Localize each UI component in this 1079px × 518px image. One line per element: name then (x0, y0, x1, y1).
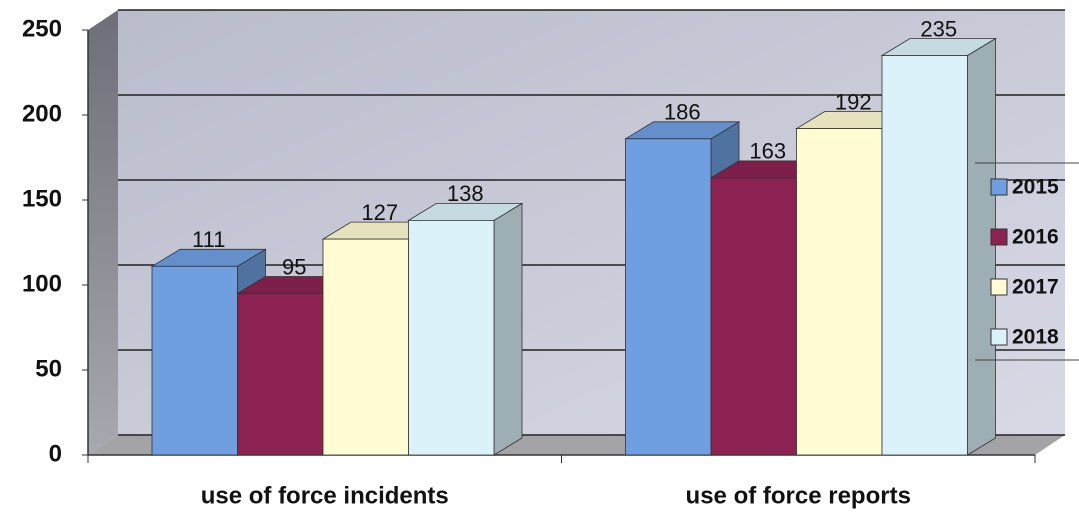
legend-swatch (990, 278, 1008, 296)
y-tick-label: 50 (35, 355, 62, 382)
value-label: 127 (361, 200, 398, 225)
value-label: 192 (835, 89, 872, 114)
value-label: 163 (749, 139, 786, 164)
bar-group (407, 202, 524, 456)
y-tick-label: 100 (22, 270, 62, 297)
legend-swatch (990, 328, 1008, 346)
y-tick-label: 200 (22, 100, 62, 127)
value-label: 111 (192, 227, 225, 252)
y-tick-label: 250 (22, 15, 62, 42)
legend-swatch (990, 178, 1008, 196)
legend-label: 2017 (1012, 276, 1059, 299)
bar-group (880, 37, 997, 456)
bar (322, 238, 409, 456)
legend-label: 2015 (1012, 176, 1059, 199)
value-label: 95 (282, 254, 306, 279)
value-label: 138 (447, 181, 484, 206)
legend-label: 2016 (1012, 226, 1059, 249)
bar (710, 177, 797, 456)
value-label: 235 (920, 16, 957, 41)
bar (237, 293, 324, 456)
bar (625, 138, 712, 456)
bar-side (967, 37, 996, 456)
legend-label: 2018 (1012, 326, 1059, 349)
side-wall (88, 10, 118, 455)
bar (881, 55, 968, 456)
y-tick-label: 0 (49, 440, 62, 467)
bar (151, 265, 238, 456)
x-tick-label: use of force reports (686, 482, 911, 509)
bar (408, 219, 495, 456)
value-label: 186 (664, 100, 701, 125)
y-tick-label: 150 (22, 185, 62, 212)
bar-side (493, 202, 523, 456)
legend-swatch (990, 228, 1008, 246)
x-tick-label: use of force incidents (201, 482, 449, 509)
bar (796, 128, 883, 456)
